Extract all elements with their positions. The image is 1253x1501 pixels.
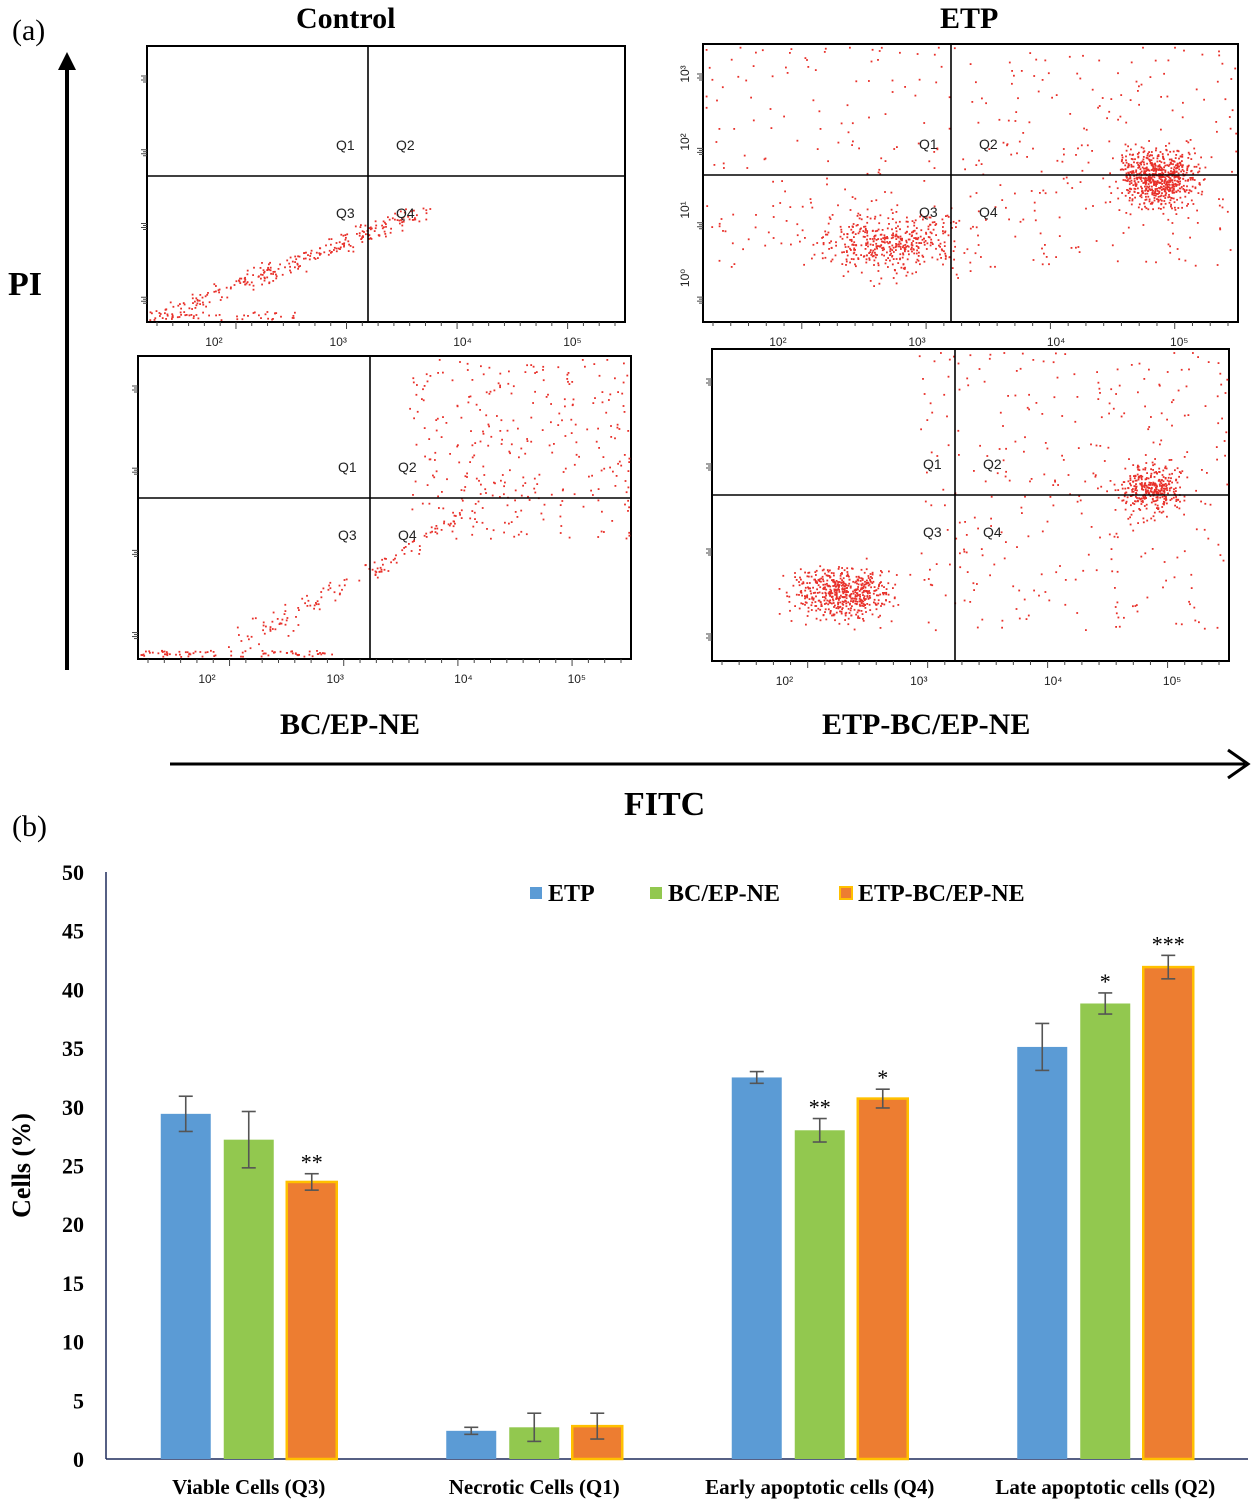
y-tick-label: 30 [62,1095,84,1120]
bar-bc-ep-ne-0 [223,1139,274,1459]
plot-frame [702,43,1239,323]
quadrant-label-q3: Q3 [338,527,357,543]
bar-bc-ep-ne-2 [794,1130,845,1459]
y-tick-label: 50 [62,860,84,885]
y-tick-label: 15 [62,1271,84,1296]
y-tick-label: 0 [73,1447,84,1472]
x-tick-label: 10⁵ [568,672,586,686]
bar-etp-bc-ep-ne-1 [571,1424,624,1461]
x-tick-label: 10⁴ [453,335,472,349]
y-tick-label: 20 [62,1212,84,1237]
category-label: Viable Cells (Q3) [172,1475,325,1499]
x-tick-label: 10³ [908,335,925,349]
dot-cloud [140,359,631,658]
plot-frame [137,355,632,660]
x-tick-label: 10² [198,672,215,686]
y-tick-label: 45 [62,919,84,944]
plot-title-etp-bc-ep-ne: ETP-BC/EP-NE [822,708,1031,741]
legend-label: ETP-BC/EP-NE [858,881,1025,907]
quadrant-label-q2: Q2 [396,137,415,153]
bar-etp-3 [1017,1046,1068,1459]
quadrant-label-q2: Q2 [979,136,998,152]
x-tick-label: 10⁴ [454,672,473,686]
legend-swatch [650,887,662,899]
flow-plot-0: Q1 Q2 Q3 Q4 10² 10³ 10⁴ 10⁵ [141,45,626,349]
quadrant-label-q4: Q4 [979,204,998,220]
bar-bc-ep-ne-1 [509,1427,560,1459]
bar-etp-bc-ep-ne-2 [856,1097,909,1461]
bar-etp-bc-ep-ne-3 [1142,965,1195,1461]
y-axis-label-pi: PI [8,266,42,303]
x-tick-label: 10² [769,335,786,349]
bar-bc-ep-ne-3 [1080,1003,1131,1459]
quadrant-label-q3: Q3 [919,204,938,220]
legend-label: ETP [548,881,595,907]
x-tick-label: 10⁵ [1170,335,1188,349]
x-tick-label: 10⁴ [1047,335,1066,349]
x-tick-label: 10³ [910,674,927,688]
x-axis-label-fitc: FITC [624,786,706,823]
quadrant-label-q1: Q1 [338,459,357,475]
dot-cloud [149,207,432,321]
bar-etp-2 [731,1077,782,1459]
significance-mark: ** [301,1150,323,1175]
significance-mark: *** [1152,931,1185,956]
plot-title-bc-ep-ne: BC/EP-NE [280,708,421,741]
legend-swatch [530,887,542,899]
bar-etp-0 [160,1113,211,1459]
category-label: Necrotic Cells (Q1) [449,1475,620,1499]
dot-cloud [705,46,1238,287]
x-tick-label: 10³ [330,335,347,349]
y-tick-label: 5 [73,1388,84,1413]
quadrant-label-q1: Q1 [919,136,938,152]
quadrant-label-q1: Q1 [923,456,942,472]
flow-plot-1: Q1 Q2 Q3 Q4 10² 10³ 10⁴ 10⁵ 10³ 10² 10¹ 10⁰ [678,43,1239,349]
y-tick-label: 10⁰ [678,269,692,287]
y-tick-label: 40 [62,977,84,1002]
significance-mark: * [1100,969,1111,994]
y-tick-label: 10 [62,1330,84,1355]
plot-frame [146,45,626,323]
flow-cytometry-panel: Q1 Q2 Q3 Q4 10² 10³ 10⁴ 10⁵ Q1 Q2 Q3 Q4 10² 10³ 10⁴ 10⁵… [58,43,1251,780]
panel-a-letter: (a) [12,14,46,47]
quadrant-label-q2: Q2 [983,456,1002,472]
quadrant-label-q3: Q3 [336,205,355,221]
plot-title-control: Control [296,2,396,35]
bar-etp-1 [446,1430,497,1459]
bar-etp-bc-ep-ne-0 [285,1180,338,1461]
significance-mark: * [877,1065,888,1090]
x-tick-label: 10² [776,674,793,688]
plot-frame [711,348,1230,662]
quadrant-label-q4: Q4 [983,524,1002,540]
quadrant-label-q1: Q1 [336,137,355,153]
dot-cloud [778,352,1229,632]
fitc-arrow-head [1227,748,1251,780]
category-label: Early apoptotic cells (Q4) [705,1475,934,1499]
y-tick-label: 10¹ [678,201,692,218]
flow-plot-3: Q1 Q2 Q3 Q4 10² 10³ 10⁴ 10⁵ [706,348,1230,688]
x-tick-label: 10⁵ [1163,674,1181,688]
y-tick-label: 10³ [678,65,692,82]
x-tick-label: 10³ [327,672,344,686]
panel-b-letter: (b) [12,810,47,843]
quadrant-label-q2: Q2 [398,459,417,475]
quadrant-label-q4: Q4 [398,527,417,543]
pi-arrow-head [58,52,76,70]
legend-label: BC/EP-NE [668,881,780,907]
x-tick-label: 10⁵ [563,335,581,349]
y-tick-label: 35 [62,1036,84,1061]
legend-swatch [839,886,853,900]
flow-plot-2: Q1 Q2 Q3 Q4 10² 10³ 10⁴ 10⁵ [132,355,632,686]
quadrant-label-q3: Q3 [923,524,942,540]
y-tick-label: 25 [62,1154,84,1179]
y-tick-label: 10² [678,133,692,150]
y-axis-label: Cells (%) [7,1113,36,1218]
x-tick-label: 10⁴ [1044,674,1063,688]
x-tick-label: 10² [205,335,222,349]
significance-mark: ** [809,1095,831,1120]
plot-title-etp: ETP [940,2,999,35]
category-label: Late apoptotic cells (Q2) [995,1475,1215,1499]
quadrant-label-q4: Q4 [396,205,415,221]
